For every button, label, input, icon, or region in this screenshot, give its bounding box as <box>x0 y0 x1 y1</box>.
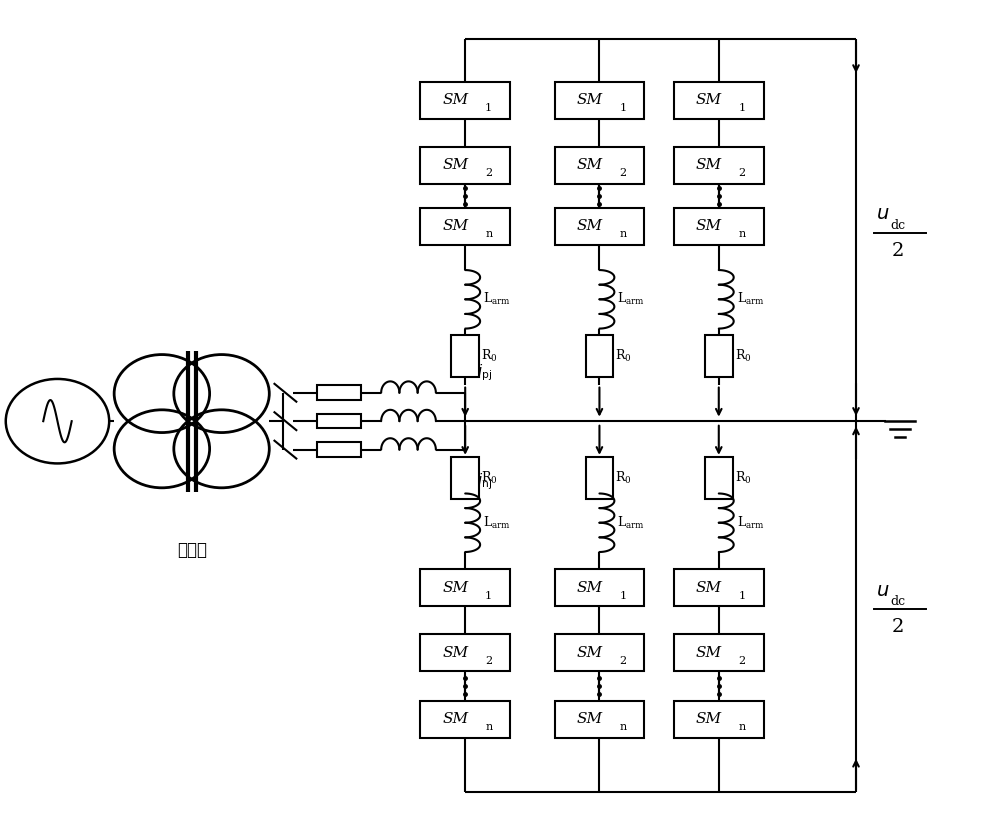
Text: n: n <box>485 722 492 732</box>
Text: $i_{\rm nj}$: $i_{\rm nj}$ <box>477 472 492 492</box>
Text: R$_{\mathregular{0}}$: R$_{\mathregular{0}}$ <box>615 348 632 364</box>
Text: SM: SM <box>442 93 468 107</box>
Text: 2: 2 <box>892 241 904 259</box>
Text: 2: 2 <box>892 618 904 636</box>
Bar <box>555 634 644 672</box>
Bar <box>420 569 510 606</box>
Text: L$_{\mathregular{arm}}$: L$_{\mathregular{arm}}$ <box>737 291 765 308</box>
Bar <box>555 701 644 738</box>
Text: SM: SM <box>696 712 722 726</box>
Text: L$_{\mathregular{arm}}$: L$_{\mathregular{arm}}$ <box>617 515 645 531</box>
Text: $i_{\rm pj}$: $i_{\rm pj}$ <box>477 362 492 383</box>
Text: 2: 2 <box>485 169 492 178</box>
Text: SM: SM <box>442 645 468 660</box>
Text: SM: SM <box>442 581 468 595</box>
Bar <box>555 82 644 119</box>
Text: SM: SM <box>442 712 468 726</box>
Bar <box>420 634 510 672</box>
Bar <box>555 146 644 184</box>
Text: $u$: $u$ <box>876 582 889 600</box>
Text: dc: dc <box>891 596 906 609</box>
Text: n: n <box>619 229 627 240</box>
Text: SM: SM <box>696 219 722 233</box>
Text: SM: SM <box>696 581 722 595</box>
Text: R$_{\mathregular{0}}$: R$_{\mathregular{0}}$ <box>615 470 632 486</box>
Text: 变压器: 变压器 <box>177 541 207 559</box>
Text: 2: 2 <box>619 656 626 666</box>
Bar <box>317 414 361 429</box>
Text: n: n <box>739 229 746 240</box>
Text: SM: SM <box>696 93 722 107</box>
Text: n: n <box>485 229 492 240</box>
Text: R$_{\mathregular{0}}$: R$_{\mathregular{0}}$ <box>481 348 498 364</box>
Text: SM: SM <box>576 93 603 107</box>
Bar <box>555 208 644 245</box>
Text: 1: 1 <box>739 103 746 114</box>
Bar <box>317 385 361 400</box>
Text: SM: SM <box>442 158 468 173</box>
Bar <box>451 457 479 499</box>
Text: SM: SM <box>576 581 603 595</box>
Bar <box>674 208 764 245</box>
Bar <box>674 701 764 738</box>
Bar <box>420 146 510 184</box>
Text: 1: 1 <box>739 591 746 601</box>
Text: L$_{\mathregular{arm}}$: L$_{\mathregular{arm}}$ <box>617 291 645 308</box>
Text: L$_{\mathregular{arm}}$: L$_{\mathregular{arm}}$ <box>483 515 511 531</box>
Text: SM: SM <box>696 645 722 660</box>
Text: n: n <box>739 722 746 732</box>
Text: SM: SM <box>442 219 468 233</box>
Text: 2: 2 <box>739 169 746 178</box>
Bar <box>674 146 764 184</box>
Text: SM: SM <box>576 712 603 726</box>
Bar <box>586 335 613 377</box>
Text: R$_{\mathregular{0}}$: R$_{\mathregular{0}}$ <box>735 470 751 486</box>
Bar <box>586 457 613 499</box>
Bar <box>674 569 764 606</box>
Bar <box>420 701 510 738</box>
Text: 1: 1 <box>619 103 626 114</box>
Text: SM: SM <box>696 158 722 173</box>
Text: R$_{\mathregular{0}}$: R$_{\mathregular{0}}$ <box>735 348 751 364</box>
Text: SM: SM <box>576 219 603 233</box>
Text: SM: SM <box>576 158 603 173</box>
Text: dc: dc <box>891 219 906 231</box>
Text: 2: 2 <box>485 656 492 666</box>
Text: n: n <box>619 722 627 732</box>
Bar <box>674 634 764 672</box>
Bar <box>451 335 479 377</box>
Text: L$_{\mathregular{arm}}$: L$_{\mathregular{arm}}$ <box>737 515 765 531</box>
Text: 1: 1 <box>485 103 492 114</box>
Bar <box>674 82 764 119</box>
Text: 2: 2 <box>619 169 626 178</box>
Text: R$_{\mathregular{0}}$: R$_{\mathregular{0}}$ <box>481 470 498 486</box>
Text: L$_{\mathregular{arm}}$: L$_{\mathregular{arm}}$ <box>483 291 511 308</box>
Bar <box>420 82 510 119</box>
Text: 1: 1 <box>485 591 492 601</box>
Bar <box>555 569 644 606</box>
Bar <box>420 208 510 245</box>
Text: 1: 1 <box>619 591 626 601</box>
Text: $u$: $u$ <box>876 205 889 223</box>
Text: 2: 2 <box>739 656 746 666</box>
Bar <box>705 335 733 377</box>
Bar <box>705 457 733 499</box>
Text: SM: SM <box>576 645 603 660</box>
Bar <box>317 443 361 457</box>
